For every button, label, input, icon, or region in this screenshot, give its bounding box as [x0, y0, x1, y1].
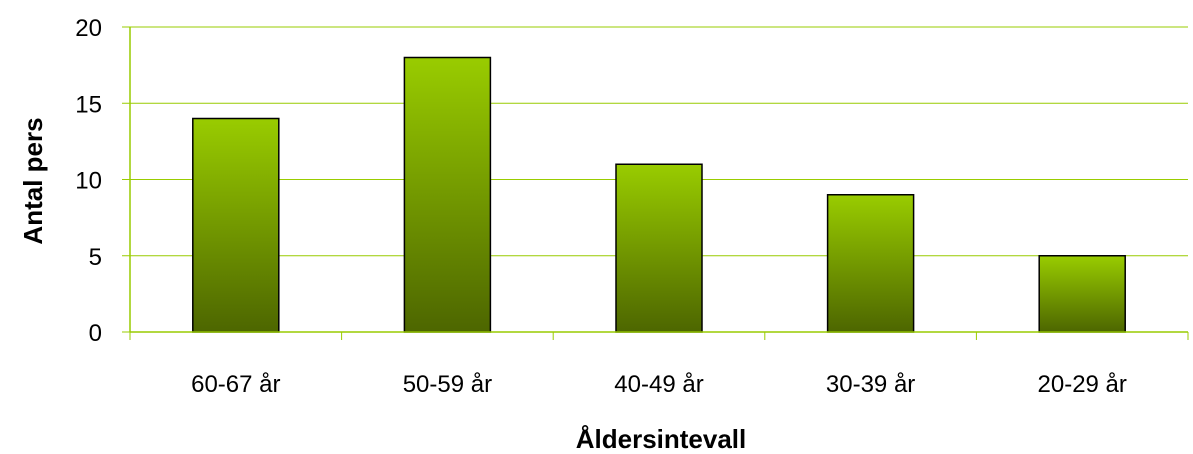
x-tick-label: 60-67 år: [191, 371, 280, 398]
bar-4: [1038, 255, 1126, 333]
x-tick-label: 30-39 år: [826, 371, 915, 398]
bar-3: [826, 194, 915, 333]
y-axis-title: Antal pers: [18, 117, 48, 244]
y-tick-label: 15: [75, 91, 102, 118]
x-tick-label: 20-29 år: [1038, 371, 1127, 398]
y-tick-label: 10: [75, 168, 102, 195]
x-tick-label: 40-49 år: [614, 371, 703, 398]
y-tick-label: 5: [89, 244, 102, 271]
bars: [192, 56, 1126, 333]
bar-2: [615, 163, 703, 333]
y-tick-label: 0: [89, 320, 102, 347]
tick-labels: 0 5 10 15 20 60-67 år 50-59 år 40-49 år 30-39 år…: [75, 15, 1127, 398]
bar-1: [403, 56, 492, 333]
y-tick-label: 20: [75, 15, 102, 42]
axes: [122, 26, 1189, 340]
bar-0: [192, 117, 280, 333]
x-axis-title: Åldersintevall: [576, 424, 747, 454]
x-tick-label: 50-59 år: [403, 371, 492, 398]
